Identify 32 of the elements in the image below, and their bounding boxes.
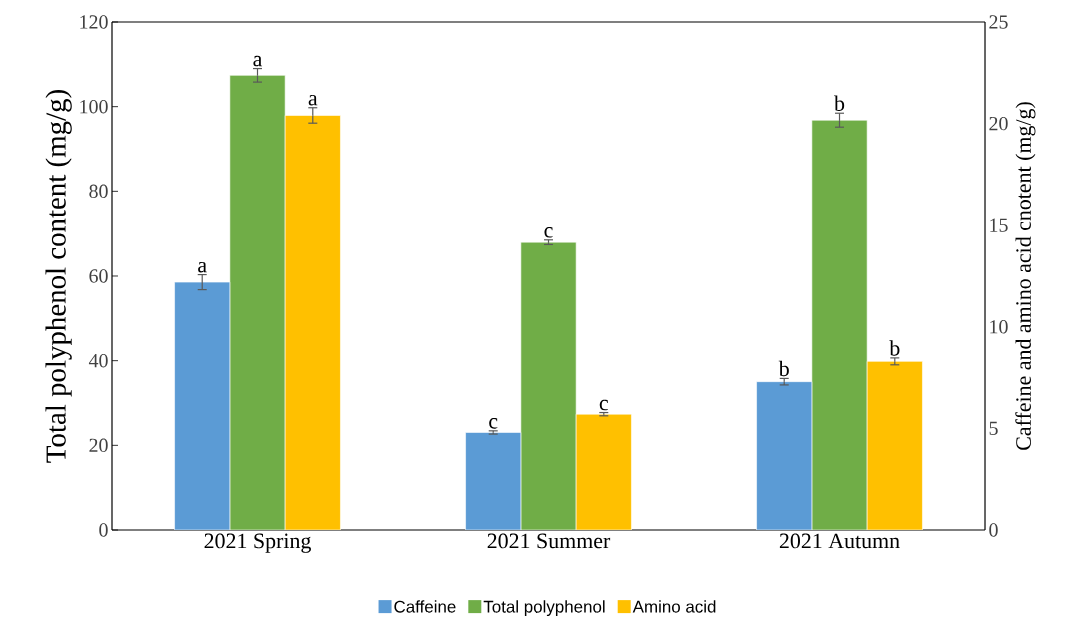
legend-label: Caffeine <box>394 600 456 613</box>
data-label: a <box>198 261 207 273</box>
bar <box>520 241 577 530</box>
data-label: c <box>599 399 608 411</box>
y-tick-label: 40 <box>88 353 108 368</box>
y2-tick-label: 20 <box>989 116 1008 131</box>
y2-tick-label: 25 <box>989 15 1008 29</box>
y-tick-label: 80 <box>89 184 108 199</box>
data-label: c <box>544 227 553 238</box>
y-tick-label: 0 <box>99 523 108 537</box>
y-tick-label: 20 <box>89 438 108 453</box>
bar <box>811 119 868 530</box>
legend-label: Amino acid <box>632 600 716 613</box>
data-label: b <box>778 360 789 377</box>
legend-label: Total polyphenol <box>483 600 605 617</box>
data-label: a <box>253 55 263 67</box>
y-tick-label: 120 <box>80 15 108 29</box>
y2-tick-label: 5 <box>989 421 998 436</box>
data-label: a <box>308 95 318 106</box>
y2-axis-title: Caffeine and amino acid cnotent (mg/g) <box>1015 102 1036 450</box>
x-tick-label: 2021 Autumn <box>779 533 900 549</box>
data-label: c <box>489 418 498 429</box>
y2-tick-label: 15 <box>990 218 1008 232</box>
x-tick-label: 2021 Spring <box>204 533 311 553</box>
y-axis-title: Total polyphenol content (mg/g) <box>45 90 72 463</box>
x-tick-label: 2021 Summer <box>487 533 611 549</box>
data-label: b <box>834 95 845 112</box>
y2-tick-label: 10 <box>990 320 1008 334</box>
y-tick-label: 60 <box>89 269 108 283</box>
y-tick-label: 100 <box>80 99 108 114</box>
data-label: b <box>889 340 900 356</box>
y2-tick-label: 0 <box>989 523 998 537</box>
